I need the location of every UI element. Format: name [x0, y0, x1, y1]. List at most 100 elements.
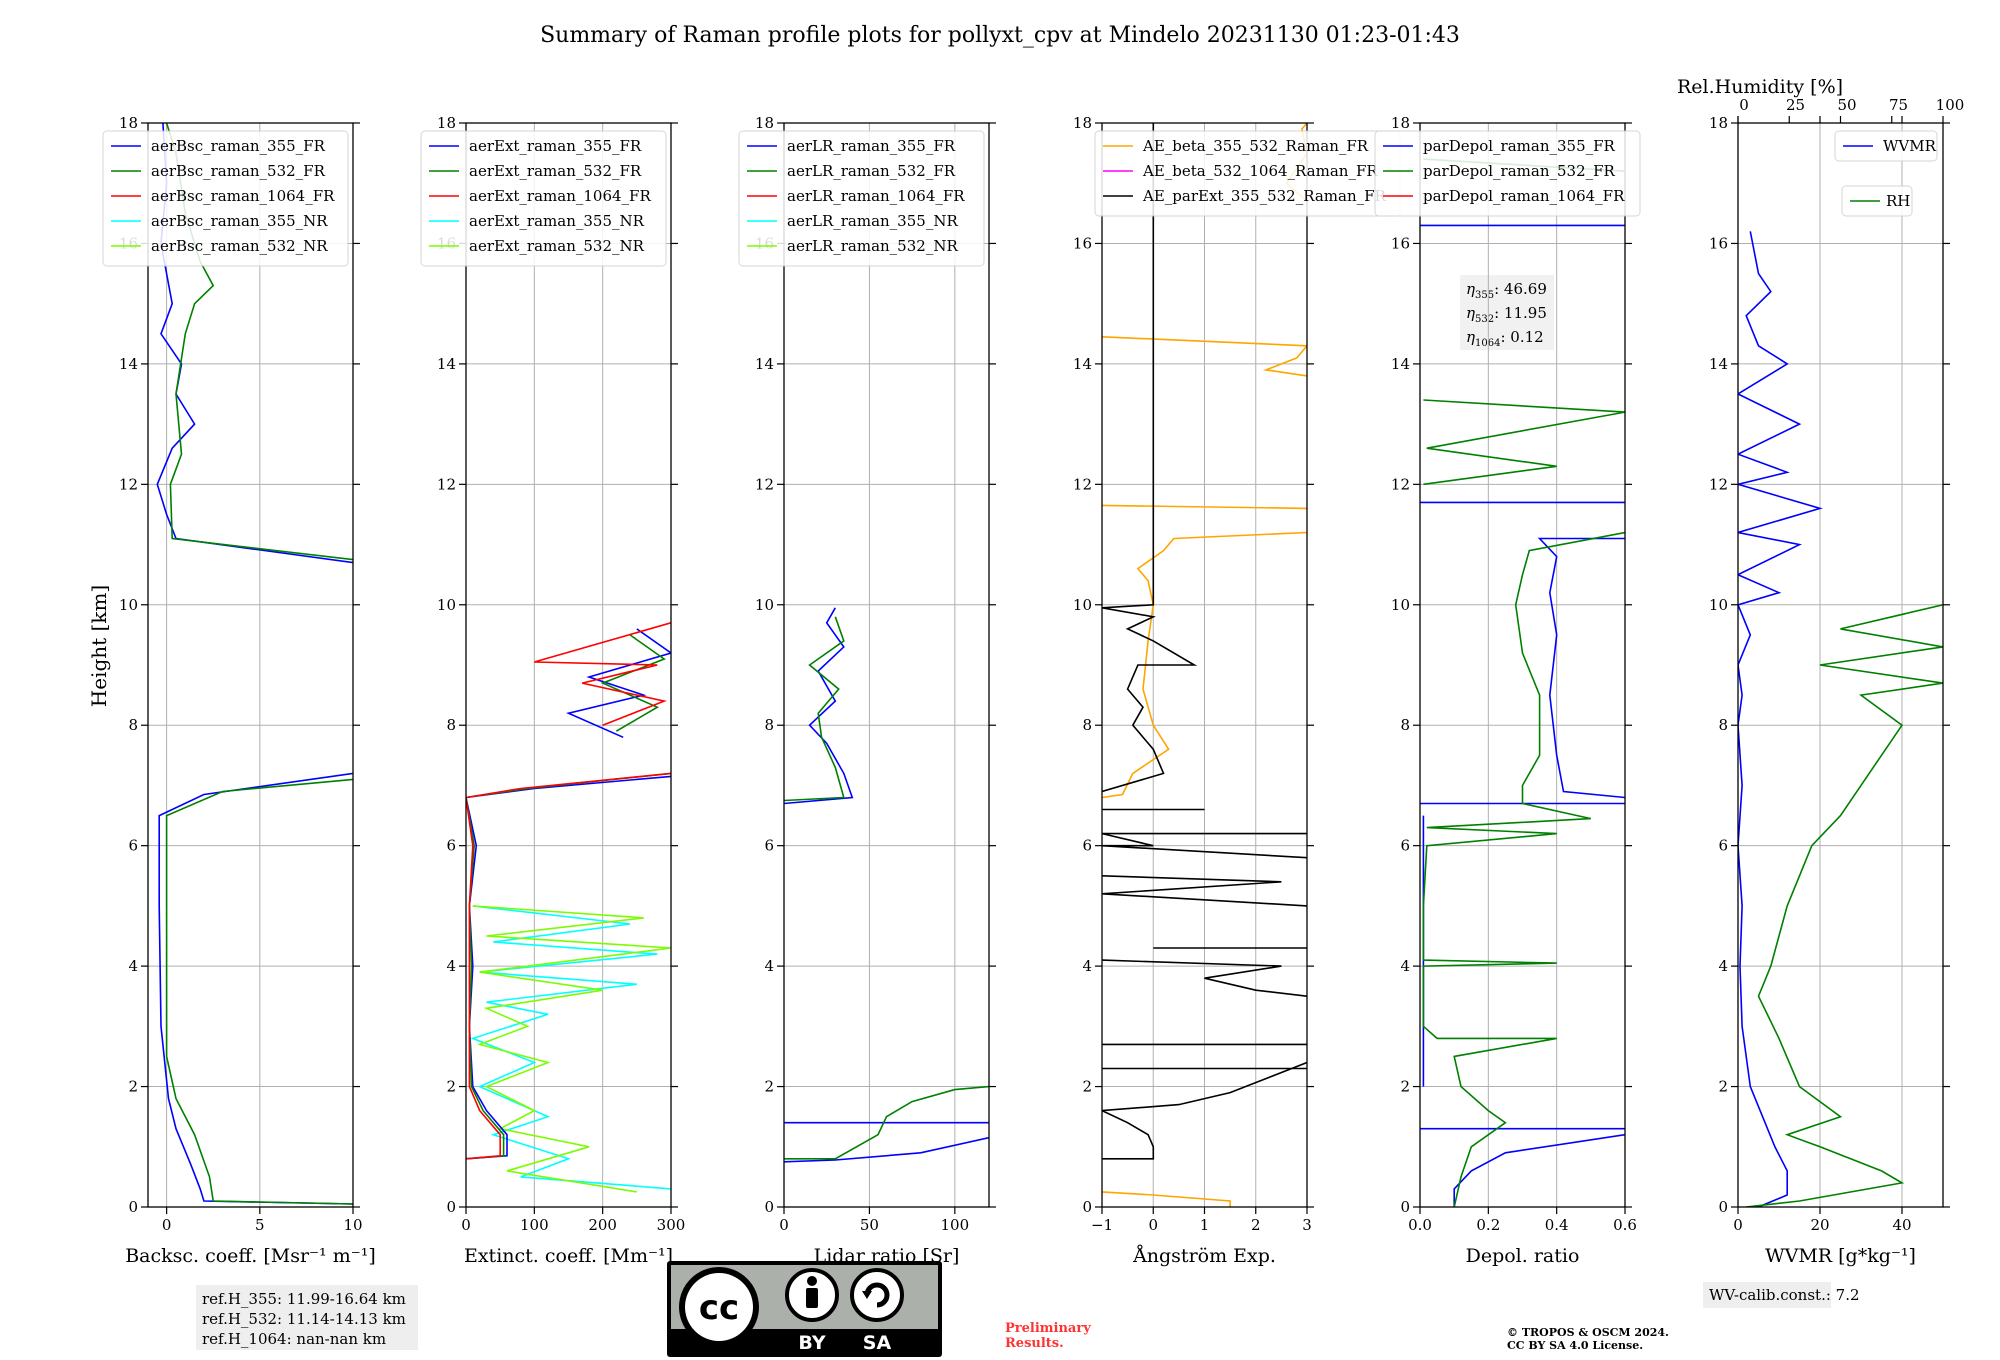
y-tick-label: 18	[1073, 114, 1092, 132]
plot-frame	[147, 122, 354, 1208]
x-tick-label: 0.0	[1408, 1216, 1432, 1234]
legend-entry: aerBsc_raman_355_FR	[151, 137, 326, 155]
x-tick-label: 0	[461, 1216, 471, 1234]
legend-entry: aerExt_raman_532_NR	[469, 237, 645, 255]
x-tick-label: 3	[1302, 1216, 1312, 1234]
y-tick-label: 12	[1391, 475, 1410, 493]
y-tick-label: 12	[119, 475, 138, 493]
rh-axis-label: Rel.Humidity [%]	[1677, 76, 1843, 98]
x-tick-label: 20	[1810, 1216, 1829, 1234]
legend-entry: aerBsc_raman_355_NR	[151, 212, 328, 230]
x-tick-label: 100	[941, 1216, 970, 1234]
legend-entry: RH	[1886, 192, 1910, 210]
y-tick-label: 0	[128, 1198, 138, 1216]
copyright-line-1: © TROPOS & OSCM 2024.	[1507, 1326, 1669, 1339]
y-tick-label: 14	[755, 355, 774, 373]
rh-tick-label: 75	[1889, 96, 1908, 114]
copyright-note: © TROPOS & OSCM 2024. CC BY SA 4.0 Licen…	[1507, 1326, 1669, 1352]
y-tick-label: 6	[1718, 837, 1728, 855]
y-tick-label: 2	[764, 1078, 774, 1096]
ref-height-355: ref.H_355: 11.99-16.64 km	[202, 1290, 406, 1308]
y-tick-label: 18	[1709, 114, 1728, 132]
x-tick-label: 300	[657, 1216, 686, 1234]
svg-text:η532: 11.95: η532: 11.95	[1466, 304, 1547, 325]
y-tick-label: 6	[1082, 837, 1092, 855]
svg-text:cc: cc	[699, 1288, 739, 1328]
x-tick-label: 200	[588, 1216, 617, 1234]
legend: WVMR RH	[1834, 130, 1938, 217]
x-tick-label: 0	[779, 1216, 789, 1234]
plot-frame	[465, 122, 672, 1208]
panel-2: 0246810121416180100200300Extinct. coeff.…	[420, 114, 686, 1267]
series-line-aerExt_raman_1064_FR	[466, 622, 671, 1160]
svg-text:η355: 46.69: η355: 46.69	[1466, 280, 1547, 301]
rh-tick-label: 0	[1739, 96, 1749, 114]
y-tick-label: 0	[1718, 1198, 1728, 1216]
series-line-aerLR_raman_532_FR	[784, 616, 989, 1160]
grid	[148, 122, 354, 1208]
series-line-AE_parExt_355_532_Raman_FR	[1102, 123, 1307, 1160]
eta-355-value: : 46.69	[1494, 280, 1547, 298]
y-tick-label: 4	[446, 957, 456, 975]
panel-5: 0 2 4 6 8 10 12 14 16 18 0.0 0.2 0.4 0.6 Depol. ratio p…	[1374, 114, 1641, 1267]
legend-entry: parDepol_raman_1064_FR	[1423, 187, 1625, 205]
y-tick-label: 2	[128, 1078, 138, 1096]
y-tick-label: 8	[1718, 716, 1728, 734]
legend-entry: aerLR_raman_1064_FR	[787, 187, 965, 205]
figure-title: Summary of Raman profile plots for polly…	[540, 23, 1460, 48]
legend-entry: parDepol_raman_355_FR	[1423, 137, 1616, 155]
x-tick-label: 0.4	[1545, 1216, 1569, 1234]
x-axis-label: Ångström Exp.	[1132, 1245, 1276, 1267]
x-tick-label: 0.6	[1613, 1216, 1637, 1234]
x-tick-label: −1	[1091, 1216, 1113, 1234]
legend: AE_beta_355_532_Raman_FR AE_beta_532_1064…	[1094, 130, 1401, 217]
series-line-RH	[1746, 604, 1943, 1207]
legend-entry: AE_parExt_355_532_Raman_FR	[1142, 187, 1387, 205]
y-tick-label: 6	[1400, 837, 1410, 855]
y-tick-label: 4	[1400, 957, 1410, 975]
legend-entry: aerLR_raman_532_FR	[787, 162, 956, 180]
ref-height-1064: ref.H_1064: nan-nan km	[202, 1330, 386, 1348]
preliminary-line-2: Results.	[1005, 1336, 1064, 1351]
eta-annotation: η355: 46.69 η532: 11.95 η1064: 0.12	[1460, 275, 1554, 350]
eta-532-value: : 11.95	[1494, 304, 1547, 322]
y-tick-label: 4	[1082, 957, 1092, 975]
y-tick-label: 18	[755, 114, 774, 132]
y-tick-label: 16	[1073, 234, 1092, 252]
series-line-aerBsc_raman_355_FR	[156, 123, 353, 1205]
rh-tick-label: 50	[1837, 96, 1856, 114]
y-tick-label: 2	[1718, 1078, 1728, 1096]
x-axis-label: Extinct. coeff. [Mm⁻¹]	[464, 1245, 673, 1267]
legend: parDepol_raman_355_FR parDepol_raman_532_…	[1374, 130, 1641, 217]
panel-1: 0246810121416180510Backsc. coeff. [Msr⁻¹…	[102, 114, 376, 1267]
y-tick-label: 14	[1391, 355, 1410, 373]
svg-text:η1064: 0.12: η1064: 0.12	[1466, 328, 1544, 349]
x-tick-label: 0	[162, 1216, 172, 1234]
y-tick-label: 4	[128, 957, 138, 975]
y-tick-label: 14	[1073, 355, 1092, 373]
y-tick-label: 8	[1082, 716, 1092, 734]
legend-entry: aerBsc_raman_532_NR	[151, 237, 328, 255]
x-tick-label: 1	[1200, 1216, 1210, 1234]
series-line-aerExt_raman_532_NR	[472, 905, 671, 1193]
y-tick-label: 6	[764, 837, 774, 855]
panel-3: 024681012141618050100Lidar ratio [Sr]aer…	[738, 114, 996, 1267]
y-tick-label: 10	[755, 596, 774, 614]
legend: aerBsc_raman_355_FR aerBsc_raman_532_FRae…	[102, 130, 349, 267]
y-tick-label: 8	[446, 716, 456, 734]
y-tick-label: 2	[1082, 1078, 1092, 1096]
y-tick-label: 4	[1718, 957, 1728, 975]
y-tick-label: 0	[1400, 1198, 1410, 1216]
x-axis-label: Backsc. coeff. [Msr⁻¹ m⁻¹]	[125, 1245, 376, 1267]
series-line-AE_beta_355_532_Raman_FR	[1102, 123, 1307, 1207]
plot-frame	[1419, 122, 1626, 1208]
y-tick-label: 10	[437, 596, 456, 614]
series-line-WVMR	[1738, 231, 1823, 1207]
x-tick-label: 10	[343, 1216, 362, 1234]
legend-entry: aerExt_raman_355_NR	[469, 212, 645, 230]
preliminary-line-1: Preliminary	[1005, 1321, 1091, 1336]
x-tick-label: 2	[1251, 1216, 1261, 1234]
legend-box	[102, 130, 349, 267]
